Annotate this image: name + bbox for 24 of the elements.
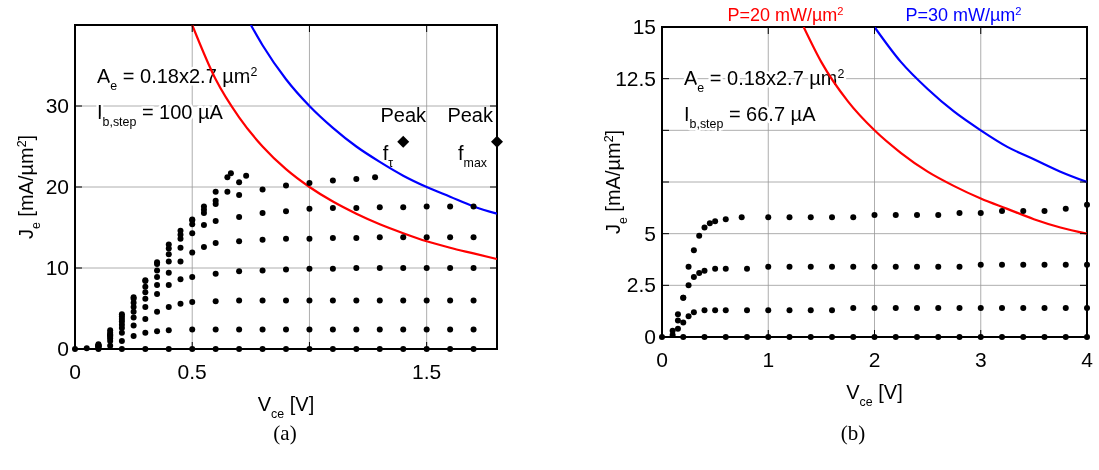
x-tick-label: 0.5 — [177, 360, 207, 383]
annotation: I$_{b,step}$ = 66.7 µA — [684, 103, 817, 131]
y-tick-label: 10 — [45, 256, 69, 279]
annotation: Peak f$_{max}$ — [447, 103, 494, 170]
y-tick-label: 2.5 — [626, 273, 656, 297]
annotation: Peak f$_{τ}$ — [380, 103, 428, 170]
y-tick-label: 15 — [632, 15, 656, 38]
y-tick-label: 12.5 — [615, 66, 656, 90]
x-tick-label: 2 — [868, 348, 881, 371]
y-tick-label: 5 — [644, 221, 656, 245]
series-label: P=20 mW/µm$^{2}$ — [727, 5, 844, 25]
y-tick-label: 0 — [644, 325, 656, 348]
series-label: P=30 mW/µm$^{2}$ — [905, 5, 1022, 25]
x-tick-label: 4 — [1081, 348, 1094, 371]
x-tick-label: 3 — [974, 348, 987, 371]
y-tick-label: 30 — [45, 94, 69, 117]
text: (b) — [840, 421, 866, 445]
text: (a) — [273, 421, 297, 445]
x-axis-title: V$_{ce}$ [V] — [846, 381, 903, 409]
y-tick-label: 20 — [45, 175, 69, 198]
annotation: I$_{b,step}$ = 100 µA — [97, 101, 224, 129]
x-axis-title: V$_{ce}$ [V] — [257, 393, 315, 421]
x-tick-label: 1.5 — [412, 360, 442, 383]
x-tick-label: 1 — [762, 348, 775, 371]
